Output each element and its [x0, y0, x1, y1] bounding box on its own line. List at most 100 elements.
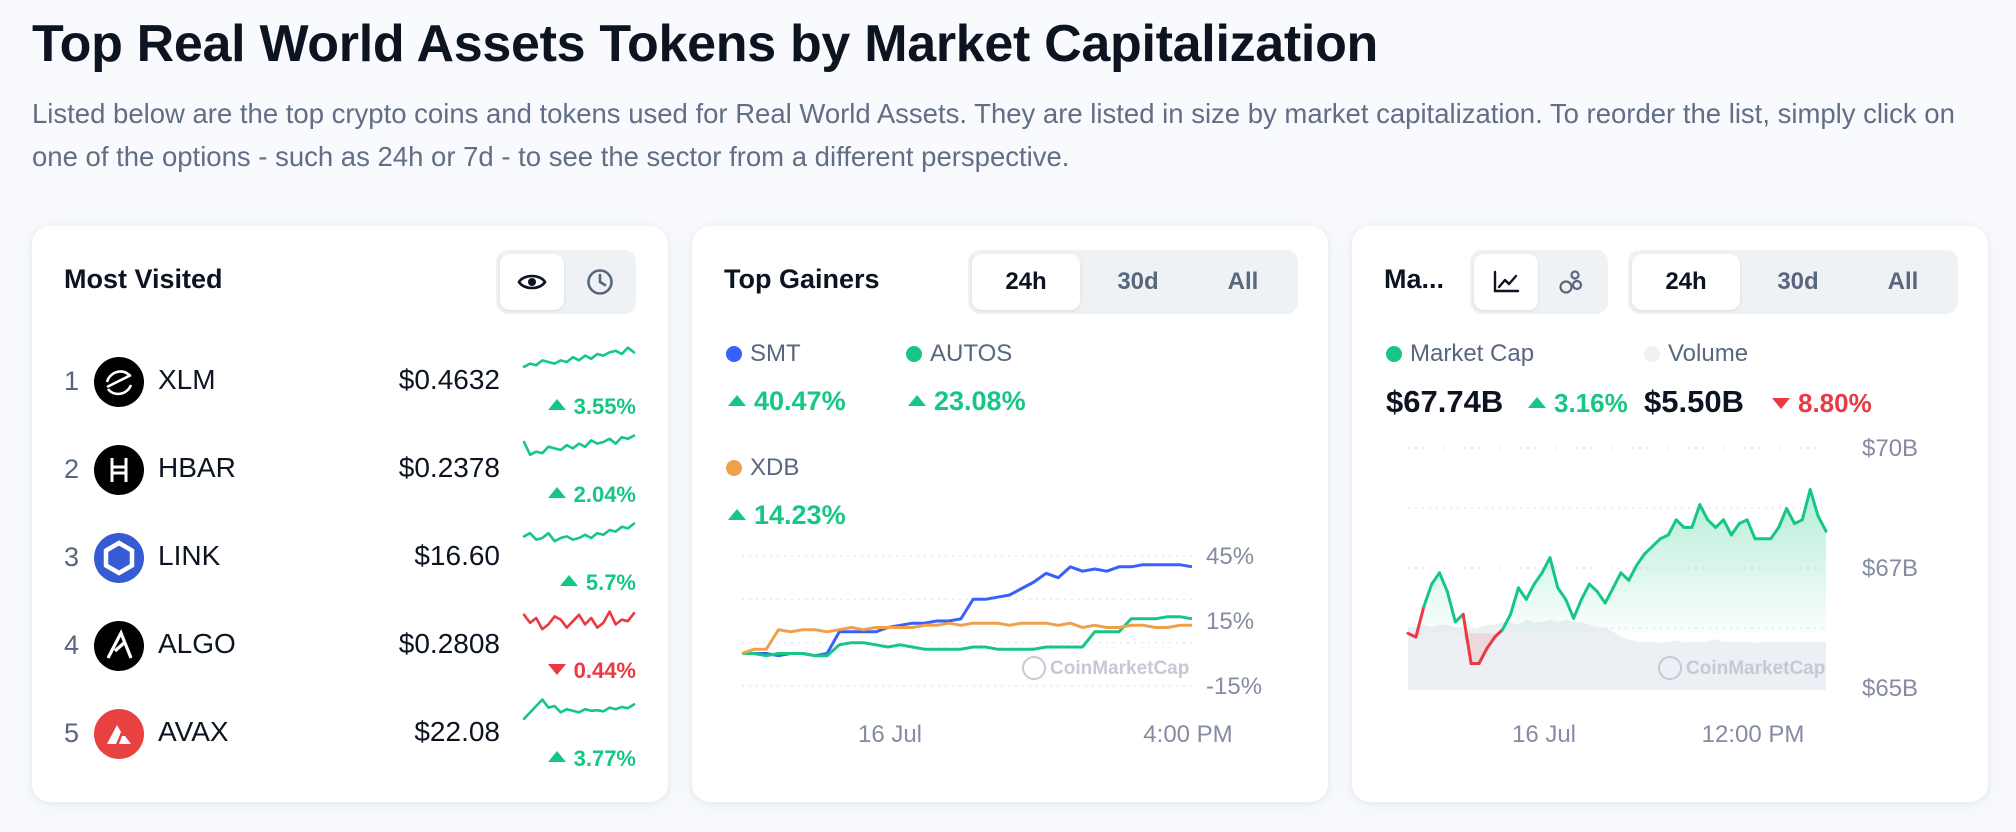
- view-toggle: [496, 250, 636, 314]
- eye-icon: [517, 274, 547, 290]
- legend-market-cap[interactable]: Market Cap: [1386, 340, 1534, 368]
- market-cap-line-segment: [1706, 518, 1718, 529]
- y-tick-label: $70B: [1862, 435, 1918, 462]
- page-description: Listed below are the top crypto coins an…: [32, 98, 1955, 172]
- coin-symbol: ALGO: [158, 628, 236, 659]
- y-tick-label: 15%: [1206, 608, 1254, 635]
- legend-volume[interactable]: Volume: [1644, 340, 1748, 368]
- coinmarketcap-watermark: CoinMarketCap: [1022, 656, 1189, 680]
- market-cap-line-segment: [1485, 635, 1497, 650]
- market-cap-line-segment: [1800, 488, 1812, 522]
- rank: 4: [64, 630, 80, 660]
- market-cap-line-segment: [1587, 582, 1599, 594]
- market-cap-line-segment: [1564, 597, 1576, 620]
- coin-change-value: 0.44%: [573, 658, 636, 683]
- volume-value: $5.50B: [1644, 384, 1744, 419]
- tab-30d[interactable]: 30d: [1117, 268, 1159, 295]
- market-cap-line-segment: [1666, 518, 1678, 537]
- market-cap-line-segment: [1698, 503, 1710, 522]
- market-cap-line-segment: [1690, 503, 1702, 529]
- legend-volume-label: Volume: [1668, 340, 1749, 367]
- sparkline-path: [522, 346, 636, 369]
- rank: 3: [64, 542, 80, 572]
- list-item[interactable]: 1 XLM $0.4632 3.55%: [32, 338, 668, 426]
- legend-autos[interactable]: AUTOS: [906, 340, 1012, 368]
- x-tick-label: 4:00 PM: [1143, 721, 1232, 748]
- market-cap-line-segment: [1532, 571, 1544, 586]
- coin-change: 5.7%: [559, 570, 636, 596]
- up-arrow-icon: [908, 395, 926, 406]
- list-item[interactable]: 2 HBAR $0.2378 2.04%: [32, 426, 668, 514]
- legend-market-cap-label: Market Cap: [1410, 340, 1535, 367]
- most-visited-toggle-button[interactable]: [500, 254, 564, 310]
- coin-symbol: XLM: [158, 364, 216, 395]
- link-logo-icon: [94, 533, 144, 583]
- coin-symbol: LINK: [158, 540, 221, 571]
- series-line-xdb: [741, 621, 1192, 655]
- bubbles-icon: [1559, 270, 1583, 294]
- hbar-logo-icon: [94, 445, 144, 495]
- tab-all[interactable]: All: [1887, 268, 1919, 295]
- market-cap-line-segment: [1722, 518, 1733, 537]
- coin-change: 0.44%: [547, 658, 636, 684]
- market-cap-line-segment: [1493, 628, 1505, 639]
- series-dot: [906, 346, 922, 362]
- market-cap-line-segment: [1729, 522, 1741, 537]
- market-cap-line-segment: [1556, 586, 1568, 601]
- most-visited-card: Most Visited 1 XLM $0.4632 3.55% 2 HBAR $0.237…: [32, 226, 668, 802]
- coin-change: 2.04%: [547, 482, 636, 508]
- list-item[interactable]: 5 AVAX $22.08 3.77%: [32, 690, 668, 778]
- clock-icon: [587, 269, 613, 295]
- legend-smt[interactable]: SMT: [726, 340, 801, 368]
- market-cap-line-segment: [1603, 586, 1615, 605]
- market-cap-line-segment: [1572, 597, 1583, 620]
- bubble-view-button[interactable]: [1540, 254, 1604, 310]
- market-cap-card: Ma... 24h 30d All Market Cap Volume $67.…: [1352, 226, 1988, 802]
- xdb-change-value: 14.23%: [754, 500, 846, 530]
- list-item[interactable]: 4 ALGO $0.2808 0.44%: [32, 602, 668, 690]
- market-cap-line-segment: [1438, 571, 1449, 594]
- market-cap-chart[interactable]: $70B $67B $65B 16 Jul 12:00 PM: [1352, 226, 1988, 802]
- top-gainers-title: Top Gainers: [724, 264, 880, 294]
- tab-all[interactable]: All: [1227, 268, 1259, 295]
- up-arrow-icon: [1528, 397, 1546, 408]
- coin-change: 3.55%: [547, 394, 636, 420]
- coin-change: 3.77%: [547, 746, 636, 772]
- top-gainers-card: Top Gainers 24h 30d All SMT 40.47% AUTOS…: [692, 226, 1328, 802]
- legend-autos-label: AUTOS: [930, 340, 1013, 367]
- series-dot: [1644, 346, 1660, 362]
- sparkline-path: [522, 610, 636, 631]
- line-chart-view-button[interactable]: [1474, 254, 1538, 310]
- market-cap-line-segment: [1414, 605, 1426, 639]
- market-cap-line-segment: [1422, 582, 1434, 609]
- autos-change: 23.08%: [908, 386, 1026, 417]
- page-title: Top Real World Assets Tokens by Market C…: [32, 15, 1379, 73]
- coin-price: $0.4632: [398, 364, 500, 395]
- coin-price: $0.2808: [398, 628, 500, 659]
- top-gainers-chart[interactable]: 45% 15% -15% 16 Jul 4:00 PM: [692, 226, 1328, 802]
- market-cap-line-segment: [1745, 518, 1757, 541]
- coin-price: $16.60: [414, 540, 500, 571]
- market-cap-line-segment: [1580, 582, 1591, 601]
- smt-change-value: 40.47%: [754, 386, 846, 416]
- legend-xdb[interactable]: XDB: [726, 454, 799, 482]
- market-cap-line-segment: [1635, 552, 1647, 567]
- market-cap-line-segment: [1674, 518, 1686, 529]
- list-item[interactable]: 3 LINK $16.60 5.7%: [32, 514, 668, 602]
- coinmarketcap-watermark: CoinMarketCap: [1658, 656, 1825, 680]
- market-cap-line-segment: [1430, 571, 1441, 586]
- recently-viewed-toggle-button[interactable]: [568, 254, 632, 310]
- sparkline: [522, 522, 636, 543]
- tab-24h[interactable]: 24h: [1632, 254, 1740, 310]
- tab-30d[interactable]: 30d: [1777, 268, 1819, 295]
- volume-change: 8.80%: [1772, 388, 1872, 419]
- watermark-text: CoinMarketCap: [1050, 658, 1190, 679]
- sparkline-path: [522, 522, 636, 543]
- market-cap-line-segment: [1643, 544, 1654, 556]
- up-arrow-icon: [547, 399, 566, 410]
- market-cap-line-segment: [1461, 612, 1473, 665]
- tab-24h[interactable]: 24h: [972, 254, 1080, 310]
- market-cap-line-segment: [1548, 556, 1560, 590]
- sparkline-path: [522, 698, 636, 721]
- series-dot: [1386, 346, 1402, 362]
